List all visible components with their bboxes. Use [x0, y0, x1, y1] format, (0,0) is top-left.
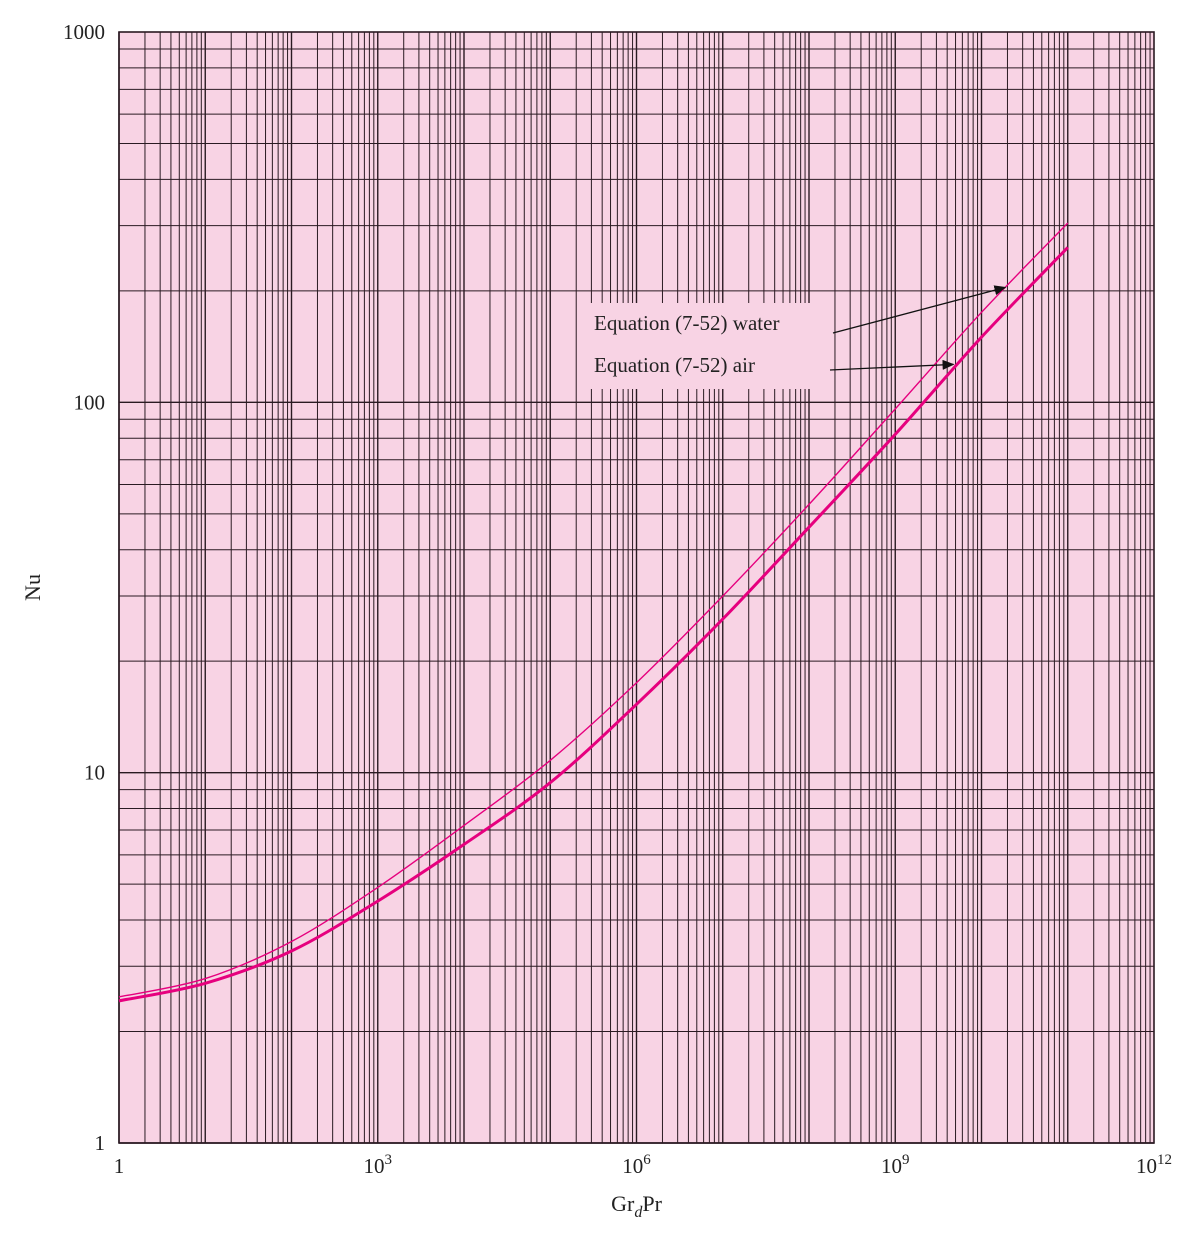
y-tick-label: 100: [74, 390, 106, 414]
y-tick-label: 1: [95, 1131, 106, 1155]
x-tick-label: 103: [364, 1152, 393, 1178]
grid-lines: [118, 32, 1154, 1144]
plot-frame: [118, 31, 1155, 1144]
x-axis-label-base: Gr: [611, 1191, 635, 1216]
annotations: Equation (7-52) water Equation (7-52) air: [582, 285, 1007, 389]
legend-label-water: Equation (7-52) water: [594, 311, 779, 335]
series-layer: [118, 222, 1069, 1003]
x-tick-label: 106: [622, 1152, 651, 1178]
y-tick-label: 1000: [63, 20, 105, 44]
legend-arrow-air: [829, 359, 955, 371]
x-tick-label: 1012: [1136, 1152, 1172, 1178]
series-line-air: [118, 246, 1069, 1003]
x-axis-label-rest: Pr: [642, 1191, 662, 1216]
series-line-water: [118, 222, 1069, 998]
y-tick-labels: 1 10 100 1000: [63, 20, 105, 1155]
legend-arrow-water: [832, 285, 1007, 334]
x-axis-label-subscript: d: [634, 1204, 643, 1221]
x-tick-label: 1: [114, 1154, 125, 1178]
x-tick-labels: 1 103 106 109 1012: [114, 1152, 1172, 1178]
y-axis-label: Nu: [20, 574, 45, 601]
x-axis-label: GrdPr: [611, 1191, 662, 1221]
legend-label-air: Equation (7-52) air: [594, 353, 755, 377]
y-tick-label: 10: [84, 761, 105, 785]
x-tick-label: 109: [881, 1152, 910, 1178]
legend-box: [582, 303, 832, 389]
